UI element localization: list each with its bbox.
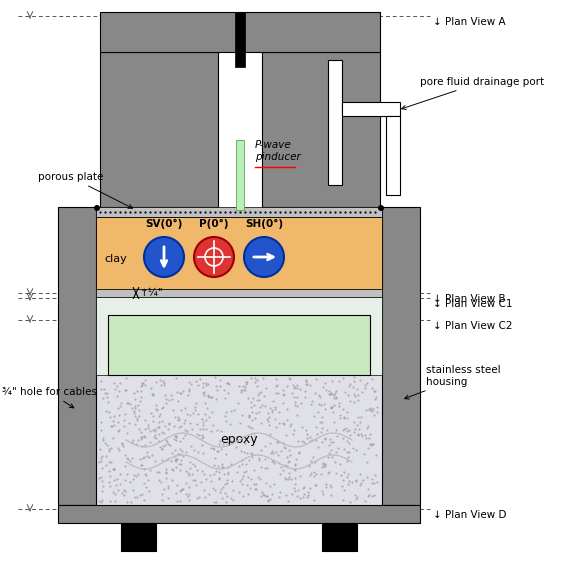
Bar xyxy=(58,207,96,505)
Bar xyxy=(96,297,382,375)
Text: epoxy: epoxy xyxy=(220,434,258,447)
Bar xyxy=(236,140,244,210)
Circle shape xyxy=(194,237,234,277)
Bar xyxy=(96,207,382,505)
Bar xyxy=(108,315,370,375)
Text: P(0°): P(0°) xyxy=(200,219,229,229)
Bar xyxy=(262,52,380,207)
Bar xyxy=(58,505,420,523)
Bar xyxy=(328,60,342,185)
Bar xyxy=(386,116,400,195)
Text: stainless steel
housing: stainless steel housing xyxy=(405,366,500,399)
Text: pinducer: pinducer xyxy=(255,152,301,162)
Bar xyxy=(96,289,382,297)
Bar xyxy=(100,12,380,52)
Text: ↓ Plan View A: ↓ Plan View A xyxy=(433,17,506,27)
Text: ↓ Plan View C2: ↓ Plan View C2 xyxy=(433,321,512,331)
Circle shape xyxy=(94,205,100,211)
Text: ↑¼": ↑¼" xyxy=(140,288,164,298)
Text: P-wave: P-wave xyxy=(255,140,292,150)
Text: SV(0°): SV(0°) xyxy=(145,219,183,229)
Bar xyxy=(100,52,218,207)
Circle shape xyxy=(244,237,284,277)
Text: SH(0°): SH(0°) xyxy=(245,219,283,229)
Circle shape xyxy=(378,205,384,211)
Text: porous plate: porous plate xyxy=(38,172,133,208)
Text: ↓ Plan View B: ↓ Plan View B xyxy=(433,294,506,304)
Bar xyxy=(235,12,245,67)
Text: 1 MHz P-wave array: 1 MHz P-wave array xyxy=(184,340,294,350)
Bar xyxy=(96,217,382,289)
Bar xyxy=(121,523,156,551)
Bar xyxy=(382,207,420,505)
Bar xyxy=(322,523,357,551)
Bar xyxy=(342,102,400,116)
Bar xyxy=(96,207,382,217)
Text: ↓ Plan View D: ↓ Plan View D xyxy=(433,510,507,520)
Circle shape xyxy=(144,237,184,277)
Text: ↓ Plan View C1: ↓ Plan View C1 xyxy=(433,299,512,309)
Text: clay: clay xyxy=(104,254,127,264)
Text: pore fluid drainage port: pore fluid drainage port xyxy=(402,77,544,109)
Text: ¾" hole for cables: ¾" hole for cables xyxy=(2,387,97,408)
